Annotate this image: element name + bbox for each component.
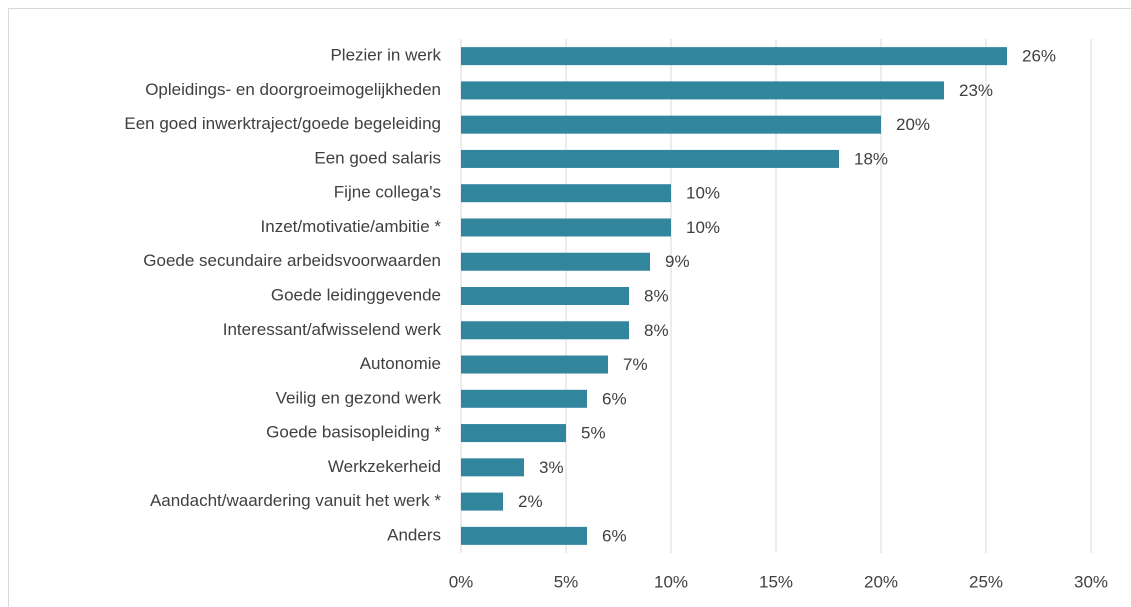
value-label: 10% [686,218,720,237]
y-tick-label: Plezier in werk [330,46,441,65]
bar [461,149,839,168]
value-label: 10% [686,184,720,203]
value-label: 20% [896,115,930,134]
bar [461,218,671,237]
y-tick-label: Werkzekerheid [328,457,441,476]
bar [461,184,671,203]
bar [461,526,587,545]
value-label: 7% [623,355,648,374]
y-tick-label: Aandacht/waardering vanuit het werk * [150,491,441,510]
bar [461,252,650,271]
y-tick-label: Fijne collega's [334,183,441,202]
y-tick-label: Interessant/afwisselend werk [223,320,442,339]
y-tick-label: Een goed salaris [314,148,441,167]
value-label: 23% [959,81,993,100]
y-tick-label: Autonomie [360,354,441,373]
bar [461,47,1007,66]
y-tick-label: Anders [387,525,441,544]
bar [461,321,629,340]
bar [461,424,566,443]
y-tick-label: Goede basisopleiding * [266,423,441,442]
y-tick-label: Inzet/motivatie/ambitie * [261,217,442,236]
value-label: 18% [854,149,888,168]
value-label: 6% [602,389,627,408]
bar [461,458,524,477]
bar [461,81,944,100]
value-label: 2% [518,492,543,511]
x-tick-label: 10% [654,572,688,591]
bar [461,115,881,134]
bar [461,287,629,305]
x-tick-label: 15% [759,572,793,591]
bar [461,389,587,408]
y-tick-label: Een goed inwerktraject/goede begeleiding [124,114,441,133]
bar [461,355,608,374]
bar [461,492,503,511]
value-label: 9% [665,252,690,271]
x-tick-label: 30% [1074,572,1108,591]
y-tick-label: Opleidings- en doorgroeimogelijkheden [145,80,441,99]
y-tick-label: Goede secundaire arbeidsvoorwaarden [143,251,441,270]
x-tick-label: 0% [449,572,474,591]
y-tick-label: Goede leidinggevende [271,285,441,304]
value-label: 5% [581,424,606,443]
value-label: 26% [1022,47,1056,66]
x-tick-label: 5% [554,572,579,591]
x-tick-label: 25% [969,572,1003,591]
y-tick-label: Veilig en gezond werk [276,388,442,407]
value-label: 8% [644,286,669,305]
value-label: 3% [539,458,564,477]
value-label: 8% [644,321,669,340]
x-tick-label: 20% [864,572,898,591]
value-label: 6% [602,526,627,545]
chart-border [8,8,1131,607]
